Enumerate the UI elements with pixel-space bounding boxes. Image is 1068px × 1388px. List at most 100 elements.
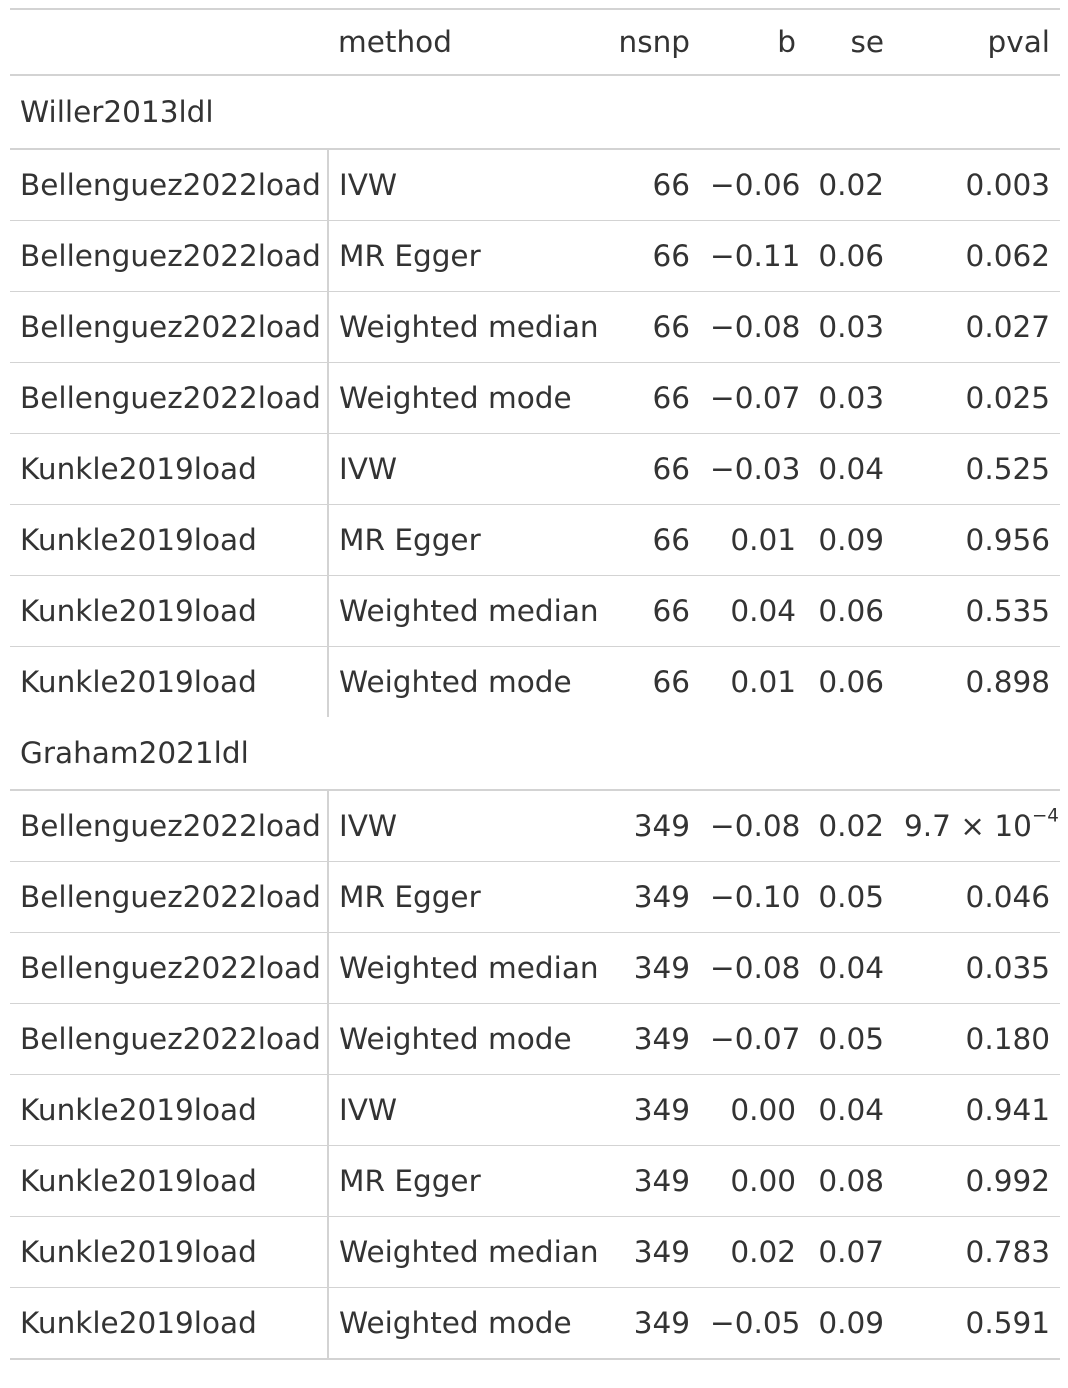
cell-b: 0.01 (700, 504, 806, 576)
cell-nsnp: 66 (606, 646, 700, 717)
group-label: Willer2013ldl (10, 75, 1060, 150)
cell-b: −0.03 (700, 433, 806, 505)
table-row: Kunkle2019load Weighted mode 66 0.01 0.06 0.8… (10, 646, 1060, 717)
cell-pval: 0.591 (894, 1287, 1060, 1360)
cell-method: IVW (339, 168, 398, 202)
table-row: Kunkle2019load MR Egger 66 0.01 0.09 0.956 (10, 504, 1060, 576)
table-row: Bellenguez2022load Weighted median 349 −0.0… (10, 932, 1060, 1004)
cell-se: 0.06 (806, 220, 894, 292)
table-row: Kunkle2019load Weighted median 349 0.02 0.07… (10, 1216, 1060, 1288)
cell-pval: 0.027 (894, 291, 1060, 363)
cell-method: Weighted mode (328, 362, 606, 434)
cell-pval: 0.003 (965, 168, 1050, 202)
cell-method: Weighted median (328, 1216, 606, 1288)
cell-b: 0.04 (700, 575, 806, 647)
cell-pval: 0.783 (894, 1216, 1060, 1288)
group-label: Graham2021ldl (10, 717, 1060, 791)
cell-se: 0.08 (806, 1145, 894, 1217)
pval-exponent: −4 (1031, 805, 1059, 827)
cell-nsnp: 349 (606, 1216, 700, 1288)
cell-se: 0.02 (818, 168, 884, 202)
cell-nsnp: 66 (606, 291, 700, 363)
cell-pval: 0.956 (894, 504, 1060, 576)
cell-stub: Kunkle2019load (10, 433, 329, 505)
cell-stub: Kunkle2019load (10, 1287, 329, 1360)
cell-nsnp: 66 (606, 575, 700, 647)
header-se: se (806, 8, 894, 76)
cell-pval: 0.992 (894, 1145, 1060, 1217)
cell-b: −0.11 (700, 220, 806, 292)
cell-se: 0.05 (806, 861, 894, 933)
cell-pval: 0.525 (894, 433, 1060, 505)
cell-nsnp: 349 (606, 1287, 700, 1360)
cell-pval: 0.025 (894, 362, 1060, 434)
pval-mantissa: 9.7 × 10 (904, 809, 1032, 843)
cell-method: Weighted mode (328, 1003, 606, 1075)
cell-stub: Bellenguez2022load (10, 1003, 329, 1075)
cell-stub: Kunkle2019load (10, 646, 329, 717)
cell-pval: 9.7 × 10−4 (894, 790, 1060, 862)
cell-method: Weighted median (328, 575, 606, 647)
table-row: Bellenguez2022load Weighted mode 349 −0.07 0… (10, 1003, 1060, 1075)
row-group: Willer2013ldl Bellenguez2022load IVW 66 −0.0… (10, 75, 1060, 717)
table-row: Bellenguez2022load IVW 349 −0.08 0.02 9.7 × 1… (10, 790, 1060, 862)
header-pval: pval (894, 8, 1060, 76)
cell-se: 0.07 (806, 1216, 894, 1288)
header-nsnp: nsnp (606, 8, 700, 76)
cell-b: −0.05 (700, 1287, 806, 1360)
table-row: Kunkle2019load IVW 66 −0.03 0.04 0.525 (10, 433, 1060, 505)
table-header: method nsnp b se pval (10, 8, 1060, 76)
cell-pval: 0.941 (894, 1074, 1060, 1146)
cell-nsnp: 349 (606, 1074, 700, 1146)
cell-stub: Bellenguez2022load (10, 149, 329, 221)
cell-se: 0.06 (806, 646, 894, 717)
cell-se: 0.04 (806, 932, 894, 1004)
cell-method: Weighted mode (328, 646, 606, 717)
cell-pval: 0.062 (894, 220, 1060, 292)
cell-method: MR Egger (328, 861, 606, 933)
cell-nsnp: 349 (606, 1145, 700, 1217)
cell-se: 0.02 (818, 809, 884, 843)
cell-se: 0.05 (806, 1003, 894, 1075)
cell-method: MR Egger (328, 220, 606, 292)
cell-b: −0.07 (700, 1003, 806, 1075)
table-row: Bellenguez2022load MR Egger 66 −0.11 0.06 0.0… (10, 220, 1060, 292)
cell-method: Weighted median (328, 291, 606, 363)
header-row: method nsnp b se pval (10, 8, 1060, 76)
cell-stub: Kunkle2019load (10, 1074, 329, 1146)
cell-b: 0.00 (700, 1145, 806, 1217)
cell-b: 0.00 (700, 1074, 806, 1146)
table-row: Kunkle2019load Weighted median 66 0.04 0.06 0… (10, 575, 1060, 647)
cell-stub: Kunkle2019load (10, 1216, 329, 1288)
cell-b: −0.07 (700, 362, 806, 434)
header-method: method (328, 8, 606, 76)
cell-b: 0.02 (700, 1216, 806, 1288)
row-group: Graham2021ldl Bellenguez2022load IVW 349 −0.… (10, 717, 1060, 1360)
cell-stub: Bellenguez2022load (10, 362, 329, 434)
cell-se: 0.04 (806, 1074, 894, 1146)
cell-pval: 0.180 (894, 1003, 1060, 1075)
cell-method: MR Egger (328, 504, 606, 576)
table-row: Kunkle2019load Weighted mode 349 −0.05 0.09 0… (10, 1287, 1060, 1360)
cell-stub: Bellenguez2022load (10, 932, 329, 1004)
cell-b: −0.08 (700, 291, 806, 363)
table-row: Bellenguez2022load MR Egger 349 −0.10 0.05 0.… (10, 861, 1060, 933)
cell-se: 0.09 (806, 1287, 894, 1360)
cell-stub: Kunkle2019load (10, 504, 329, 576)
table-row: Bellenguez2022load IVW 66 −0.06 0.02 0.003 (10, 149, 1060, 221)
cell-b: −0.08 (710, 809, 801, 843)
table-row: Kunkle2019load IVW 349 0.00 0.04 0.941 (10, 1074, 1060, 1146)
cell-nsnp: 66 (606, 433, 700, 505)
cell-pval: 0.035 (894, 932, 1060, 1004)
cell-se: 0.03 (806, 291, 894, 363)
cell-b: −0.06 (710, 168, 801, 202)
table-row: Kunkle2019load MR Egger 349 0.00 0.08 0.992 (10, 1145, 1060, 1217)
cell-method: IVW (328, 1074, 606, 1146)
cell-stub: Bellenguez2022load (10, 790, 329, 862)
cell-nsnp: 66 (606, 362, 700, 434)
cell-nsnp: 66 (652, 168, 690, 202)
cell-stub: Bellenguez2022load (10, 220, 329, 292)
cell-b: −0.08 (700, 932, 806, 1004)
cell-method: IVW (339, 809, 398, 843)
cell-nsnp: 349 (606, 932, 700, 1004)
